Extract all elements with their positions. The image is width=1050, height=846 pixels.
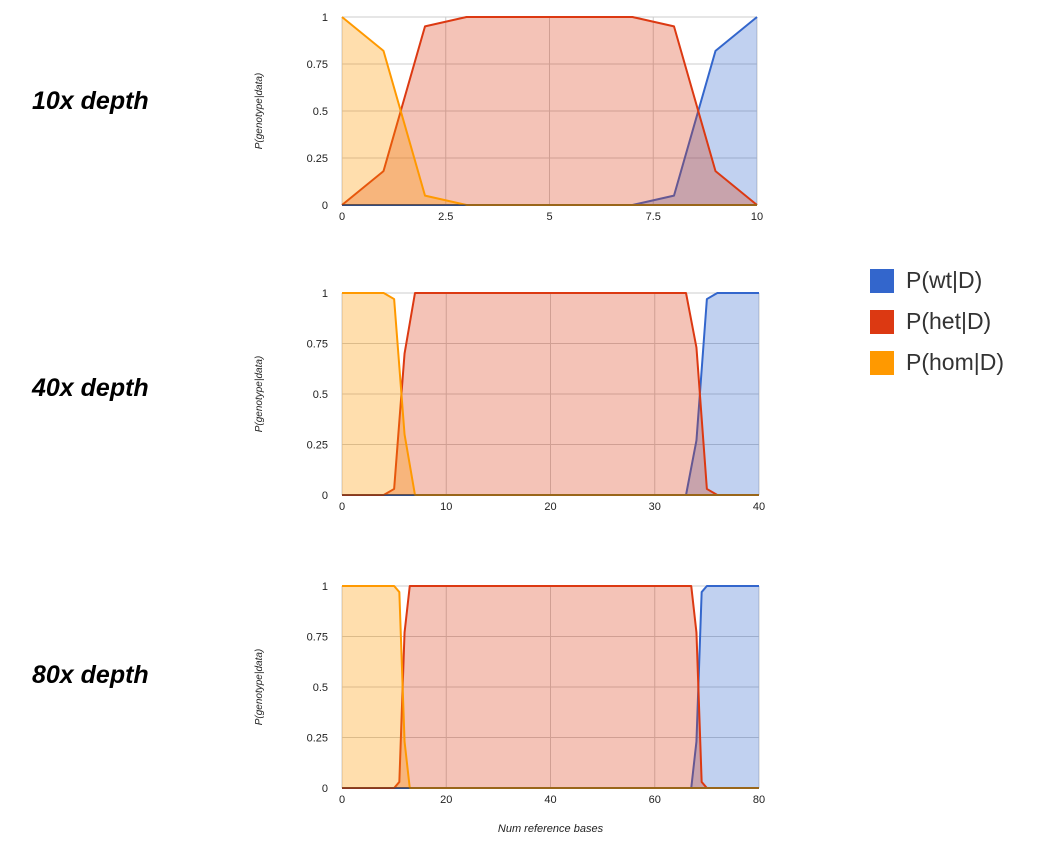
y-tick-label: 0.5 bbox=[313, 682, 328, 694]
series-area-wt bbox=[342, 586, 759, 788]
series-line-het bbox=[342, 585, 759, 789]
x-tick-label: 20 bbox=[440, 794, 452, 806]
x-tick-label: 40 bbox=[544, 794, 556, 806]
legend-item-wt: P(wt|D) bbox=[870, 266, 1004, 295]
series-area-hom bbox=[342, 586, 759, 788]
depth-label-10x: 10x depth bbox=[32, 87, 149, 115]
x-axis-label: Num reference bases bbox=[498, 823, 604, 835]
chart-2: 0 0.25 0.5 0.75 1 0 20 40 60 80 P(genotype|data) Nu… bbox=[254, 581, 765, 835]
series-line-het bbox=[342, 292, 759, 496]
legend-label-het: P(het|D) bbox=[906, 308, 992, 334]
depth-label-40x: 40x depth bbox=[32, 374, 149, 402]
y-tick-label: 1 bbox=[322, 288, 328, 300]
y-tick-label: 0.75 bbox=[307, 339, 328, 351]
legend-item-hom: P(hom|D) bbox=[870, 348, 1004, 377]
legend-item-het: P(het|D) bbox=[870, 307, 1004, 336]
y-tick-label: 0 bbox=[322, 200, 328, 212]
y-axis-label: P(genotype|data) bbox=[254, 356, 265, 433]
y-tick-label: 0.75 bbox=[307, 59, 328, 71]
swatch-blue-icon bbox=[870, 268, 894, 293]
legend: P(wt|D) P(het|D) P(hom|D) bbox=[870, 266, 1004, 389]
y-tick-label: 0.5 bbox=[313, 389, 328, 401]
series-area-wt bbox=[342, 293, 759, 495]
x-tick-label: 60 bbox=[649, 794, 661, 806]
x-tick-label: 10 bbox=[751, 211, 763, 223]
x-tick-label: 30 bbox=[649, 501, 661, 513]
series-area-het bbox=[342, 17, 757, 205]
y-axis-label: P(genotype|data) bbox=[254, 649, 265, 726]
y-tick-label: 0 bbox=[322, 783, 328, 795]
x-tick-label: 0 bbox=[339, 501, 345, 513]
swatch-red-icon bbox=[870, 309, 894, 334]
x-tick-label: 2.5 bbox=[438, 211, 453, 223]
x-tick-label: 40 bbox=[753, 501, 765, 513]
series-area-wt bbox=[342, 17, 757, 205]
series-area-het bbox=[342, 586, 759, 788]
x-tick-label: 5 bbox=[546, 211, 552, 223]
y-tick-label: 0.75 bbox=[307, 632, 328, 644]
x-tick-label: 10 bbox=[440, 501, 452, 513]
x-tick-label: 20 bbox=[544, 501, 556, 513]
legend-label-hom: P(hom|D) bbox=[906, 349, 1004, 375]
y-tick-label: 0.25 bbox=[307, 440, 328, 452]
series-area-hom bbox=[342, 293, 759, 495]
x-tick-label: 80 bbox=[753, 794, 765, 806]
legend-label-wt: P(wt|D) bbox=[906, 267, 983, 293]
series-area-het bbox=[342, 293, 759, 495]
swatch-orange-icon bbox=[870, 350, 894, 375]
series-line-het bbox=[341, 16, 758, 206]
y-tick-label: 1 bbox=[322, 581, 328, 593]
y-tick-label: 0.5 bbox=[313, 106, 328, 118]
series-area-hom bbox=[342, 17, 757, 205]
y-axis-label: P(genotype|data) bbox=[254, 73, 265, 150]
x-tick-label: 0 bbox=[339, 211, 345, 223]
y-tick-label: 1 bbox=[322, 12, 328, 24]
x-tick-label: 0 bbox=[339, 794, 345, 806]
depth-label-80x: 80x depth bbox=[32, 661, 149, 689]
x-tick-label: 7.5 bbox=[646, 211, 661, 223]
y-tick-label: 0.25 bbox=[307, 733, 328, 745]
y-tick-label: 0 bbox=[322, 490, 328, 502]
y-tick-label: 0.25 bbox=[307, 153, 328, 165]
